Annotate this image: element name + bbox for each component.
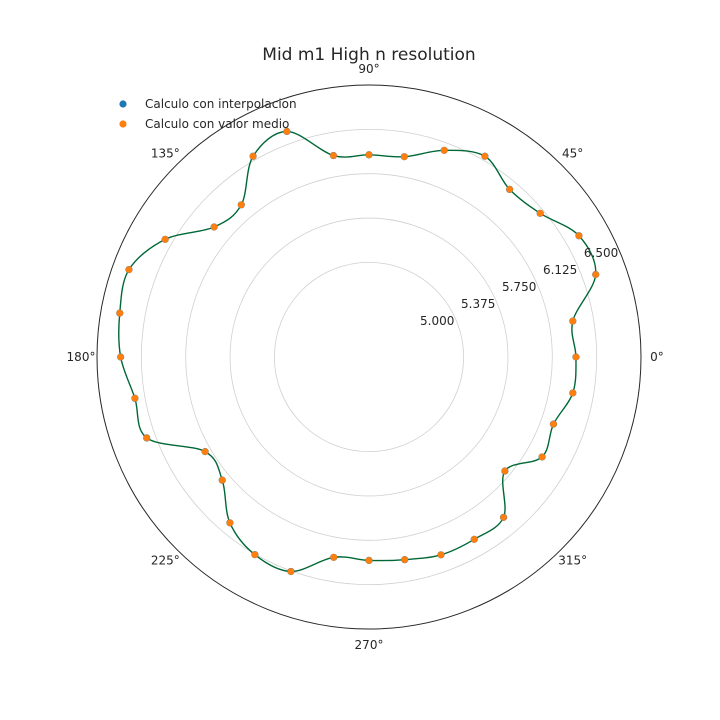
legend-label-valor-medio: Calculo con valor medio	[145, 117, 289, 131]
point-valor-medio	[401, 556, 409, 564]
point-valor-medio	[538, 453, 546, 461]
data-points-layer	[116, 127, 600, 576]
point-valor-medio	[210, 223, 218, 231]
point-valor-medio	[251, 551, 259, 559]
fit-curve-layer	[118, 130, 597, 573]
radial-grid-circle	[185, 173, 553, 541]
point-valor-medio	[536, 209, 544, 217]
angle-tick-label: 90°	[358, 62, 379, 76]
legend-marker-interpolacion	[119, 100, 127, 108]
radial-grid-circle	[273, 261, 465, 453]
radial-grid-circle	[140, 128, 598, 586]
point-valor-medio	[365, 151, 373, 159]
point-valor-medio	[237, 201, 245, 209]
point-valor-medio	[569, 389, 577, 397]
point-valor-medio	[117, 353, 125, 361]
legend-marker-valor-medio	[119, 120, 127, 128]
point-valor-medio	[283, 128, 291, 135]
legend: Calculo con interpolacion Calculo con va…	[119, 97, 297, 131]
radial-tick-label: 5.750	[502, 280, 536, 294]
point-valor-medio	[572, 353, 580, 361]
point-valor-medio	[592, 271, 600, 278]
radial-tick-labels: 5.000 5.375 5.750 6.125 6.500	[420, 246, 618, 328]
point-valor-medio	[330, 152, 337, 159]
legend-label-interpolacion: Calculo con interpolacion	[145, 97, 297, 111]
point-valor-medio	[506, 186, 514, 193]
point-valor-medio	[131, 394, 139, 402]
radial-grid-circle	[229, 217, 509, 497]
point-valor-medio	[550, 420, 557, 428]
point-valor-medio	[143, 434, 151, 442]
point-valor-medio	[500, 513, 507, 521]
radial-tick-label: 5.000	[420, 314, 454, 328]
angle-tick-label: 45°	[562, 146, 583, 160]
point-valor-medio	[201, 448, 209, 456]
radial-tick-label: 6.500	[584, 246, 618, 260]
point-valor-medio	[470, 535, 478, 543]
point-valor-medio	[437, 551, 445, 559]
radial-tick-label: 6.125	[543, 263, 577, 277]
point-valor-medio	[226, 519, 234, 527]
point-valor-medio	[249, 152, 257, 160]
angle-tick-labels: 0° 45° 90° 135° 180° 225° 270° 315°	[67, 62, 664, 652]
point-valor-medio	[125, 266, 133, 274]
angle-tick-label: 180°	[67, 350, 96, 364]
radial-tick-label: 5.375	[461, 297, 495, 311]
angle-tick-label: 0°	[650, 350, 664, 364]
angle-tick-label: 315°	[558, 554, 587, 568]
outer-frame	[96, 84, 642, 630]
angle-tick-label: 135°	[151, 146, 180, 160]
point-valor-medio	[365, 557, 373, 564]
polar-grid	[140, 128, 598, 586]
angle-tick-label: 225°	[151, 554, 180, 568]
point-valor-medio	[501, 467, 509, 475]
point-valor-medio	[400, 153, 408, 161]
point-valor-medio	[330, 553, 338, 561]
point-valor-medio	[287, 568, 295, 575]
angle-tick-label: 270°	[355, 638, 384, 652]
point-valor-medio	[440, 146, 448, 154]
point-valor-medio	[481, 152, 489, 160]
point-valor-medio	[161, 235, 169, 243]
point-valor-medio	[575, 232, 583, 240]
chart-title: Mid m1 High n resolution	[262, 45, 475, 65]
point-valor-medio	[218, 476, 226, 484]
point-valor-medio	[569, 317, 577, 325]
fit-curve	[118, 130, 597, 573]
point-valor-medio	[116, 309, 124, 317]
